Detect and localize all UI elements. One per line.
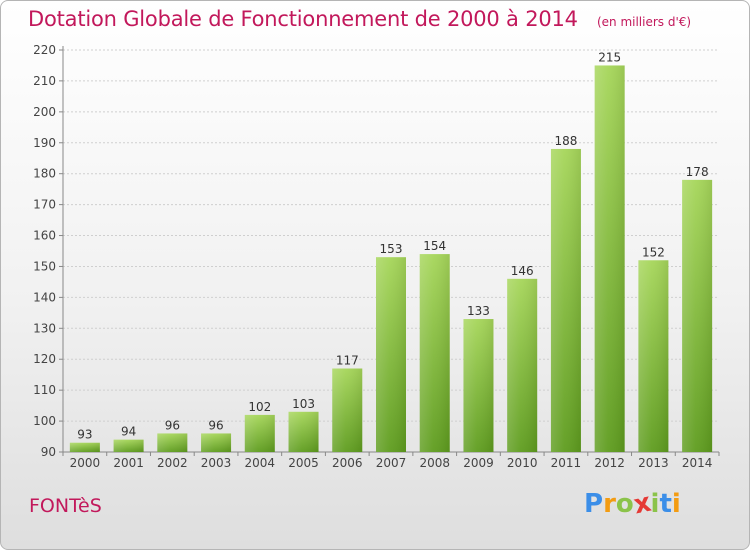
bar-shine [69,442,100,452]
y-tick-label: 170 [33,198,56,212]
logo-letter: i [650,489,660,519]
bar-shine [332,368,363,452]
y-tick-label: 130 [33,321,56,335]
bar-shine [288,411,319,452]
data-label: 215 [598,50,621,64]
bar-shine [682,179,713,452]
logo-letter: i [671,489,681,519]
bar-shine [594,65,625,452]
bar-shine [507,278,538,452]
x-tick-label: 2002 [157,456,188,470]
chart-title: Dotation Globale de Fonctionnement de 20… [28,7,578,31]
y-tick-label: 140 [33,290,56,304]
data-label: 146 [511,264,534,278]
bar-shine [201,433,232,452]
bar-shine [463,319,494,452]
data-label: 152 [642,245,665,259]
x-tick-label: 2005 [288,456,319,470]
x-tick-label: 2001 [113,456,144,470]
x-tick-label: 2012 [594,456,625,470]
data-label: 93 [77,428,92,442]
y-tick-label: 90 [41,445,56,459]
proxiti-logo: Proxiti [584,488,681,521]
data-label: 117 [336,354,359,368]
bar-shine [244,414,275,452]
y-tick-label: 210 [33,74,56,88]
y-tick-label: 120 [33,352,56,366]
y-tick-label: 160 [33,229,56,243]
y-tick-label: 200 [33,105,56,119]
y-tick-label: 220 [33,43,56,57]
data-label: 133 [467,304,490,318]
data-label: 178 [686,165,709,179]
data-label: 153 [380,242,403,256]
logo-letter: t [659,489,672,519]
y-tick-label: 110 [33,383,56,397]
x-tick-label: 2014 [682,456,713,470]
y-tick-label: 100 [33,414,56,428]
place-name: FONTèS [29,495,102,517]
y-tick-label: 190 [33,136,56,150]
x-tick-label: 2013 [638,456,669,470]
title-row: Dotation Globale de Fonctionnement de 20… [28,7,691,31]
y-tick-label: 150 [33,259,56,273]
bar-shine [157,433,188,452]
x-tick-label: 2007 [376,456,407,470]
chart-subtitle: (en milliers d'€) [596,15,692,29]
data-label: 94 [121,425,136,439]
data-label: 154 [423,239,446,253]
bar-shine [376,257,406,452]
bar-shine [113,439,144,452]
data-label: 96 [208,418,223,432]
bar-shine [419,254,450,452]
x-tick-label: 2003 [201,456,232,470]
logo-letter: P [584,489,604,519]
x-tick-label: 2009 [463,456,494,470]
data-label: 96 [165,418,180,432]
x-tick-label: 2000 [70,456,101,470]
data-label: 102 [248,400,271,414]
x-tick-label: 2010 [507,456,538,470]
y-tick-label: 180 [33,167,56,181]
logo-letter: r [603,489,616,519]
bar-shine [550,148,581,452]
label-layer: 2000 93 2001 94 2002 96 2003 96 2004 102 2005 103 20… [70,50,713,470]
x-tick-label: 2008 [419,456,450,470]
axis-layer: 90 100 110 120 130 140 150 160 170 180 190 200 210 22… [33,43,720,459]
x-tick-label: 2004 [245,456,276,470]
bar-shine [638,260,669,452]
x-tick-label: 2011 [551,456,582,470]
logo-letter: o [615,489,634,519]
data-label: 103 [292,397,315,411]
data-label: 188 [554,134,577,148]
bar-layer [69,65,713,452]
x-tick-label: 2006 [332,456,363,470]
